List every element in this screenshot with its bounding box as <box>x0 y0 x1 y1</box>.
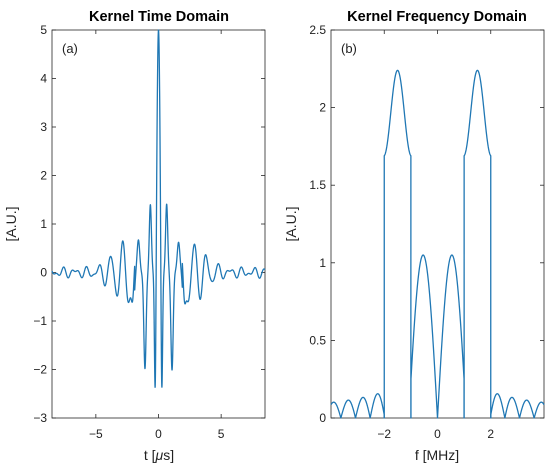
time-domain-y-axis-label: [A.U.] <box>3 206 19 241</box>
frequency-domain-x-axis-label: f [MHz] <box>415 447 459 463</box>
frequency-domain-y-axis-label: [A.U.] <box>283 206 299 241</box>
frequency-domain-y-tick-label: 0.5 <box>309 333 326 347</box>
time-domain-y-tick-label: 0 <box>40 266 47 280</box>
frequency-domain-plot-frame <box>330 29 545 419</box>
time-domain-y-tick-label: 2 <box>40 169 47 183</box>
time-domain-title: Kernel Time Domain <box>89 9 229 25</box>
frequency-domain-y-tick-label: 2.5 <box>309 23 326 37</box>
time-domain-panel-label: (a) <box>62 41 78 56</box>
time-domain-y-tick-label: 1 <box>40 217 47 231</box>
frequency-domain-ticks: 0 0.5 1 1.5 2 2.5 −2 0 2 <box>309 23 544 441</box>
frequency-domain-response-line <box>330 69 545 419</box>
time-domain-ticks: −3 −2 −1 0 1 2 3 4 5 −5 0 5 <box>33 23 265 441</box>
frequency-domain-chart: Kernel Frequency Domain (b) 0 0.5 1 1.5 2 2.5… <box>283 9 545 463</box>
time-domain-y-tick-label: 4 <box>40 72 47 86</box>
frequency-domain-x-tick-label: 0 <box>434 427 441 441</box>
frequency-domain-y-tick-label: 0 <box>319 411 326 425</box>
time-domain-plot-frame <box>51 29 266 419</box>
time-domain-x-tick-label: −5 <box>89 427 103 441</box>
time-domain-signal-line <box>51 29 266 388</box>
time-domain-y-tick-label: −2 <box>33 363 47 377</box>
time-domain-y-tick-label: −3 <box>33 411 47 425</box>
frequency-domain-y-tick-label: 2 <box>319 101 326 115</box>
frequency-domain-panel-label: (b) <box>341 41 357 56</box>
frequency-domain-title: Kernel Frequency Domain <box>347 9 527 25</box>
frequency-domain-y-tick-label: 1 <box>319 256 326 270</box>
frequency-domain-y-tick-label: 1.5 <box>309 178 326 192</box>
time-domain-x-axis-label: t [μs] <box>144 447 174 463</box>
time-domain-y-tick-label: 5 <box>40 23 47 37</box>
time-domain-y-tick-label: 3 <box>40 120 47 134</box>
time-domain-x-tick-label: 5 <box>218 427 225 441</box>
time-domain-y-tick-label: −1 <box>33 314 47 328</box>
frequency-domain-x-tick-label: −2 <box>377 427 391 441</box>
frequency-domain-x-tick-label: 2 <box>487 427 494 441</box>
time-domain-x-tick-label: 0 <box>155 427 162 441</box>
